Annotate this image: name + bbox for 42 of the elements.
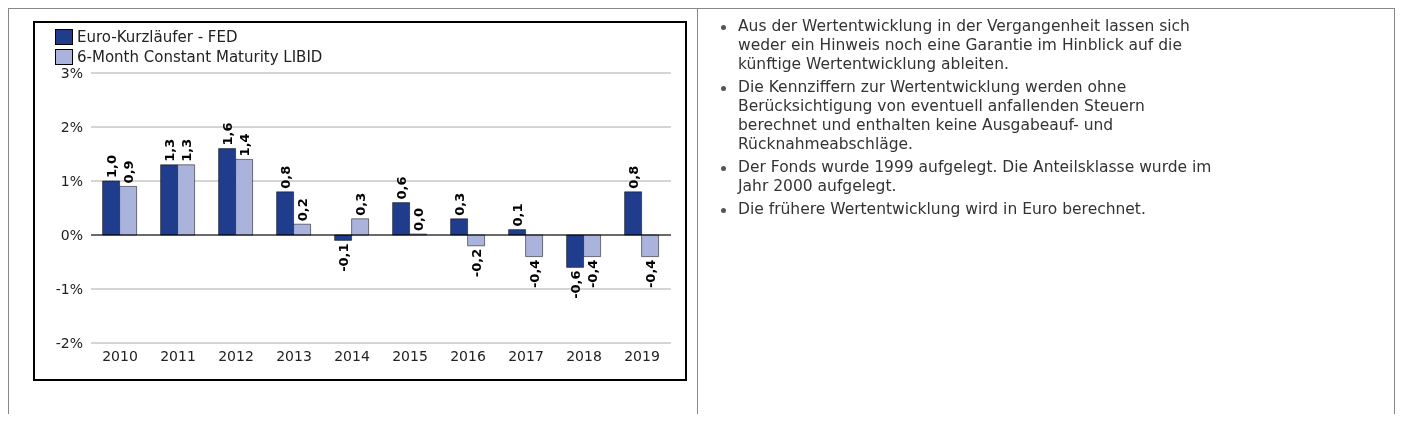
- data-label: 0,3: [451, 192, 467, 216]
- legend-label: Euro-Kurzläufer - FED: [77, 27, 238, 47]
- data-label: -0,4: [584, 259, 600, 289]
- x-tick-label: 2018: [566, 347, 602, 364]
- x-tick-label: 2019: [624, 347, 660, 364]
- legend-label: 6-Month Constant Maturity LIBID: [77, 47, 323, 67]
- text: Die frühere Wertentwicklung wird in Euro berechnet.: [738, 200, 1146, 219]
- x-tick-label: 2012: [218, 347, 254, 364]
- y-tick-label: 3%: [60, 64, 83, 81]
- x-tick-label: 2015: [392, 347, 428, 364]
- x-tick-label: 2011: [160, 347, 196, 364]
- data-label: -0,6: [567, 270, 583, 299]
- data-label: 0,8: [277, 165, 293, 189]
- x-tick-label: 2014: [334, 347, 370, 364]
- y-tick-label: -1%: [55, 280, 83, 297]
- data-label: -0,2: [468, 248, 484, 278]
- x-tick-label: 2016: [450, 347, 486, 364]
- y-tick-label: 0%: [60, 226, 83, 243]
- data-label: 1,4: [236, 133, 252, 157]
- data-label: 1,3: [178, 138, 194, 162]
- text: Die Kennziffern zur Wertentwicklung werden ohne Berücksichtigung von eventuell anfallenden Steuern berechnet und enthalten keine Ausgabeauf- und Rücknahmeabschläge.: [738, 78, 1146, 154]
- x-tick-label: 2013: [276, 347, 312, 364]
- x-tick-label: 2017: [508, 347, 544, 364]
- data-label: 0,6: [393, 176, 409, 200]
- data-label: 0,2: [294, 198, 310, 222]
- data-label: -0,1: [335, 243, 351, 272]
- data-label: -0,4: [642, 259, 658, 289]
- data-label: 0,9: [120, 160, 136, 184]
- x-tick-label: 2010: [102, 347, 138, 364]
- data-label: 0,1: [509, 203, 525, 227]
- data-label: 0,3: [352, 192, 368, 216]
- y-tick-label: 1%: [60, 172, 83, 189]
- data-label: 0,0: [410, 207, 426, 231]
- data-label: -0,4: [526, 259, 542, 289]
- data-label: 1,0: [103, 154, 119, 178]
- text: Der Fonds wurde 1999 aufgelegt. Die Anteilsklasse wurde im Jahr 2000 aufgelegt.: [738, 158, 1213, 196]
- data-label: 0,8: [625, 165, 641, 189]
- data-label: 1,3: [161, 138, 177, 162]
- data-label: 1,6: [219, 122, 235, 146]
- y-tick-label: -2%: [55, 334, 83, 351]
- text: Aus der Wertentwicklung in der Vergangenheit lassen sich weder ein Hinweis noch eine Garantie im Hinblick auf die künftige Wertentwicklung ableiten.: [738, 17, 1191, 74]
- y-tick-label: 2%: [60, 118, 83, 135]
